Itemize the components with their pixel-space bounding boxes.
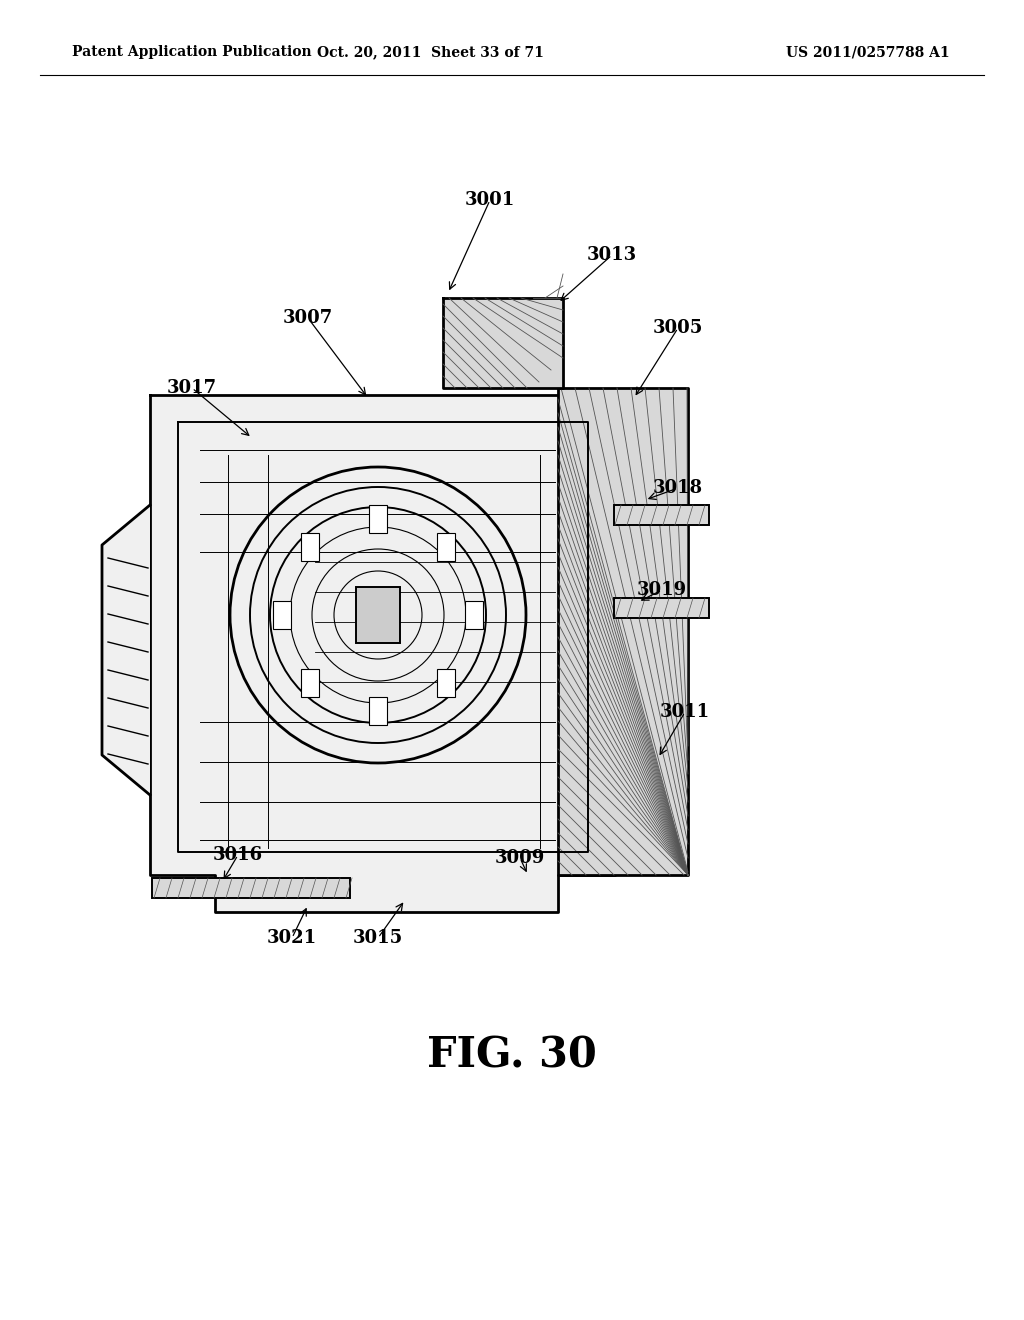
Bar <box>614 598 709 618</box>
FancyBboxPatch shape <box>369 697 387 725</box>
Text: 3017: 3017 <box>167 379 217 397</box>
Polygon shape <box>443 298 563 388</box>
Text: Patent Application Publication: Patent Application Publication <box>72 45 311 59</box>
Text: 3007: 3007 <box>283 309 333 327</box>
Text: 3009: 3009 <box>495 849 545 867</box>
Text: 3018: 3018 <box>653 479 703 498</box>
FancyBboxPatch shape <box>465 601 483 630</box>
FancyBboxPatch shape <box>437 533 455 561</box>
Bar <box>614 506 709 525</box>
FancyBboxPatch shape <box>273 601 291 630</box>
Text: 3005: 3005 <box>653 319 703 337</box>
FancyBboxPatch shape <box>301 669 319 697</box>
Text: 3019: 3019 <box>637 581 687 599</box>
Text: 3016: 3016 <box>213 846 263 865</box>
Text: 3013: 3013 <box>587 246 637 264</box>
Bar <box>152 878 350 898</box>
Polygon shape <box>558 388 688 875</box>
Polygon shape <box>102 506 150 795</box>
Text: US 2011/0257788 A1: US 2011/0257788 A1 <box>786 45 950 59</box>
Polygon shape <box>150 395 615 912</box>
Text: Oct. 20, 2011  Sheet 33 of 71: Oct. 20, 2011 Sheet 33 of 71 <box>316 45 544 59</box>
FancyBboxPatch shape <box>301 533 319 561</box>
Bar <box>356 587 400 643</box>
FancyBboxPatch shape <box>369 506 387 533</box>
Text: FIG. 30: FIG. 30 <box>427 1034 597 1076</box>
Text: 3011: 3011 <box>659 704 710 721</box>
Text: 3021: 3021 <box>267 929 317 946</box>
Text: 3015: 3015 <box>353 929 403 946</box>
Text: 3001: 3001 <box>465 191 515 209</box>
FancyBboxPatch shape <box>437 669 455 697</box>
